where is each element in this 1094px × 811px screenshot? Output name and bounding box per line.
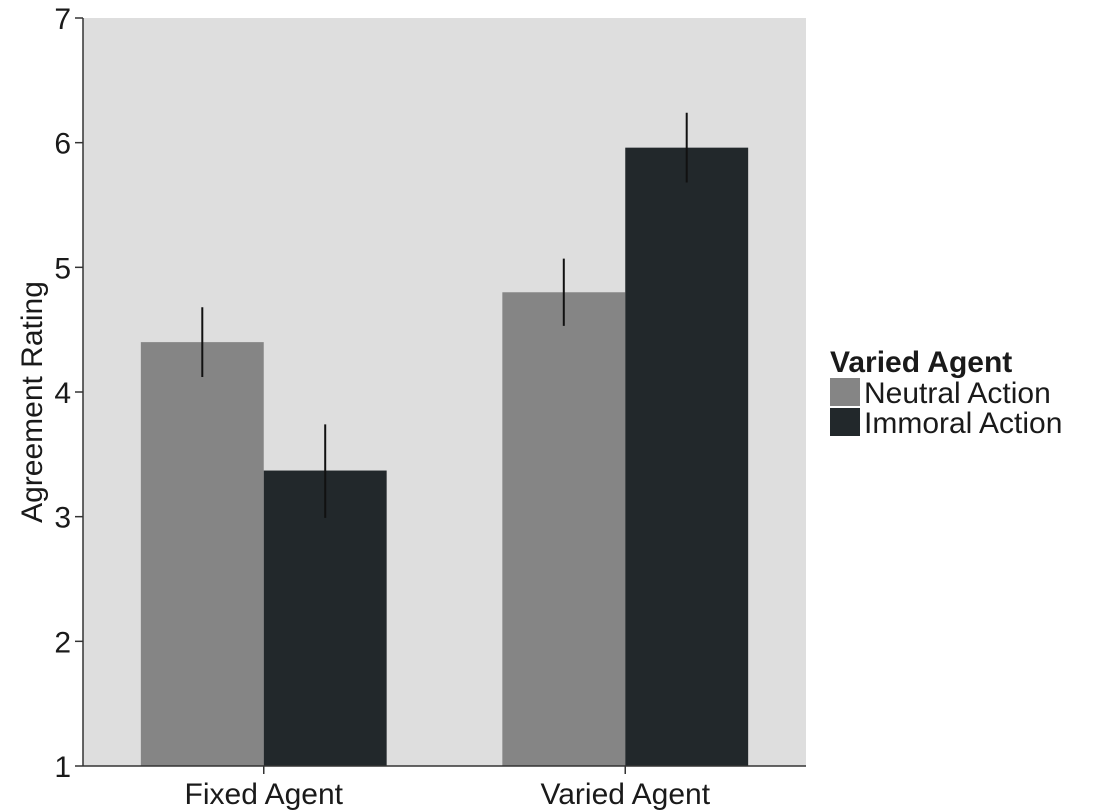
x-tick-label: Fixed Agent [185,778,344,811]
legend-title: Varied Agent [830,346,1012,379]
legend-label: Immoral Action [864,407,1062,440]
y-axis: 1 2 3 4 5 6 7 [54,3,84,784]
y-tick-label: 5 [54,252,71,285]
y-tick-label: 1 [54,751,71,784]
y-tick-label: 6 [54,128,71,161]
y-tick-label: 3 [54,502,71,535]
bar-immoral-action-fixed-agent [263,470,387,766]
error-bars-layer [201,112,688,518]
x-tick-label: Varied Agent [540,778,710,811]
bars-layer [140,147,749,767]
bar-neutral-action-fixed-agent [140,342,264,766]
x-axis: Fixed Agent Varied Agent [83,765,806,811]
y-tick-label: 4 [54,377,71,410]
legend-key [830,408,860,436]
y-axis-title: Agreement Rating [16,281,49,523]
bar-immoral-action-varied-agent [625,147,749,767]
y-tick-label: 2 [54,626,71,659]
y-tick-label: 7 [54,3,71,36]
bar-neutral-action-varied-agent [502,292,626,766]
legend-label: Neutral Action [864,377,1051,410]
legend-key [830,378,860,406]
